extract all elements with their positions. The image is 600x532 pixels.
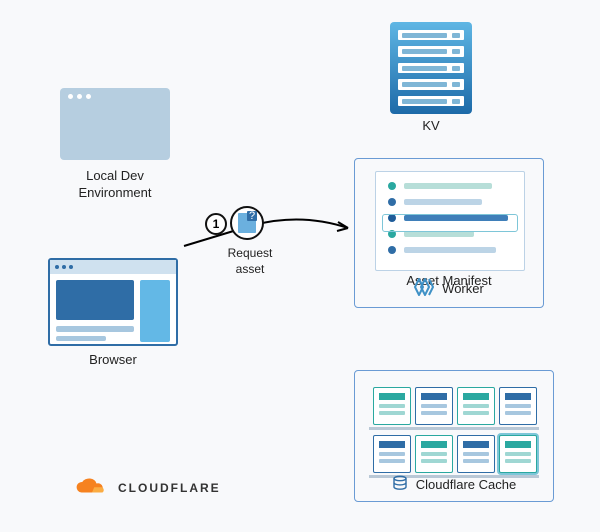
browser-label: Browser	[48, 352, 178, 369]
manifest-highlight	[382, 214, 518, 232]
cloudflare-cache-box: Cloudflare Cache	[354, 370, 554, 502]
cache-card	[373, 435, 411, 473]
local-dev-label: Local DevEnvironment	[48, 168, 182, 202]
browser-window	[48, 258, 178, 346]
cache-card	[415, 435, 453, 473]
step-number-badge: 1	[205, 213, 227, 235]
local-dev-window	[60, 88, 170, 160]
database-icon	[392, 475, 408, 496]
cache-card	[499, 387, 537, 425]
cloudflare-cloud-icon	[74, 478, 110, 498]
cloudflare-cache-label: Cloudflare Cache	[416, 477, 516, 494]
worker-box: Asset Manifest Worker	[354, 158, 544, 308]
cloudflare-logo: CLOUDFLARE	[74, 478, 221, 498]
cache-card	[415, 387, 453, 425]
cache-card	[499, 435, 537, 473]
cache-card	[373, 387, 411, 425]
cache-card	[457, 435, 495, 473]
worker-hex-icon	[414, 278, 434, 301]
request-asset-icon	[230, 206, 264, 240]
kv-label: KV	[390, 118, 472, 135]
request-label: Requestasset	[210, 246, 290, 277]
cloudflare-wordmark: CLOUDFLARE	[118, 481, 221, 495]
window-dots-icon	[68, 94, 91, 99]
worker-label: Worker	[442, 281, 484, 298]
asset-manifest-icon	[375, 171, 525, 271]
cache-card	[457, 387, 495, 425]
browser-topbar-icon	[50, 260, 176, 274]
kv-store-icon	[390, 22, 472, 114]
